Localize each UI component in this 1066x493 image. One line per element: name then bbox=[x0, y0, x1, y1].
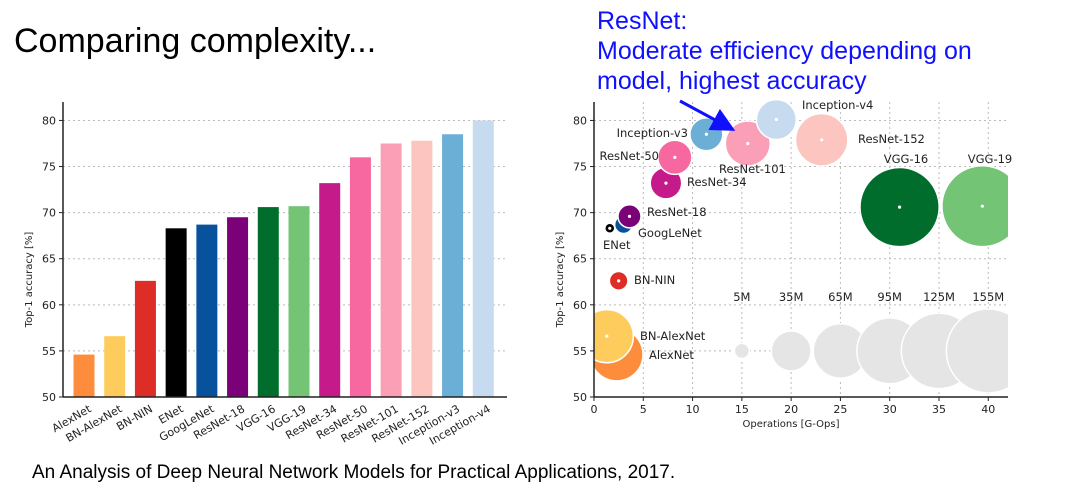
x-tick-label: 35 bbox=[932, 403, 946, 416]
y-tick-label: 70 bbox=[573, 207, 587, 220]
bubble-label: BN-AlexNet bbox=[640, 329, 706, 343]
x-tick-label: 25 bbox=[833, 403, 847, 416]
x-tick-label: 15 bbox=[735, 403, 749, 416]
bubble-center bbox=[617, 279, 621, 283]
bar bbox=[349, 157, 371, 397]
size-legend-label: 65M bbox=[828, 290, 853, 304]
y-tick-label: 50 bbox=[573, 391, 587, 404]
bubble-label: Inception-v4 bbox=[802, 98, 873, 112]
x-tick-label: 30 bbox=[883, 403, 897, 416]
bar bbox=[227, 217, 249, 397]
bubble-label: ResNet-101 bbox=[719, 162, 786, 176]
bubble-label: ResNet-34 bbox=[687, 175, 747, 189]
bubble-center bbox=[605, 334, 609, 338]
bar bbox=[472, 120, 494, 397]
annotation-line: Moderate efficiency depending on bbox=[597, 37, 972, 65]
resnet-annotation: ResNet: Moderate efficiency depending on… bbox=[597, 6, 972, 96]
annotation-arrow bbox=[679, 99, 736, 131]
bar bbox=[134, 280, 156, 397]
bar bbox=[104, 336, 126, 397]
size-legend-label: 35M bbox=[779, 290, 804, 304]
size-legend-bubble bbox=[733, 342, 751, 360]
size-legend-label: 125M bbox=[923, 290, 955, 304]
bar bbox=[442, 134, 464, 397]
bar bbox=[196, 224, 218, 397]
bubble-center bbox=[774, 117, 778, 122]
bubble-label: VGG-16 bbox=[884, 152, 928, 166]
x-tick-label: 5 bbox=[640, 403, 647, 416]
x-tick-label: 20 bbox=[784, 403, 798, 416]
bubble-label: ResNet-50 bbox=[599, 149, 659, 163]
y-tick-label: 60 bbox=[573, 299, 587, 312]
bubbles bbox=[594, 98, 1008, 394]
x-tick-label: 10 bbox=[686, 403, 700, 416]
size-legend-label: 5M bbox=[733, 290, 750, 304]
size-legend-label: 155M bbox=[972, 290, 1004, 304]
bubble-label: VGG-19 bbox=[968, 152, 1012, 166]
bar bbox=[380, 143, 402, 397]
bubble-center bbox=[673, 155, 677, 159]
bubble-label: ENet bbox=[603, 238, 631, 252]
bubble-center bbox=[664, 181, 668, 185]
y-tick-label: 70 bbox=[42, 207, 56, 220]
bubble-center bbox=[746, 141, 750, 146]
bar bbox=[165, 228, 187, 397]
y-axis-label: Top-1 accuracy [%] bbox=[24, 232, 35, 329]
y-tick-label: 75 bbox=[42, 161, 56, 174]
bubble-label: BN-NIN bbox=[634, 273, 675, 287]
bubble-chart: 50 55 60 65 70 75 80 0 5 10 15 20 25 30 35 40 5M 35M 65M 95… bbox=[555, 98, 1012, 430]
x-tick-label: 0 bbox=[591, 403, 598, 416]
annotation-line: model, highest accuracy bbox=[597, 67, 867, 95]
bubble-label: GoogLeNet bbox=[638, 226, 702, 240]
y-tick-label: 50 bbox=[42, 391, 56, 404]
x-tick-label: 40 bbox=[981, 403, 995, 416]
bar bbox=[257, 207, 279, 397]
y-tick-label: 65 bbox=[573, 253, 587, 266]
bubble-center bbox=[627, 214, 632, 218]
bubble-center bbox=[704, 132, 708, 136]
bar bbox=[73, 354, 95, 397]
bar bbox=[411, 140, 433, 397]
slide-title: Comparing complexity... bbox=[14, 22, 377, 60]
bubble-label: AlexNet bbox=[649, 348, 694, 362]
bubble-label: Inception-v3 bbox=[617, 126, 688, 140]
size-legend-bubble bbox=[770, 330, 812, 372]
y-tick-label: 80 bbox=[42, 114, 56, 127]
bubble-label: ResNet-152 bbox=[858, 132, 925, 146]
y-tick-label: 65 bbox=[42, 253, 56, 266]
bubble-label: ResNet-18 bbox=[647, 205, 707, 219]
x-axis-label: Operations [G-Ops] bbox=[742, 419, 839, 430]
bar bbox=[288, 206, 310, 397]
size-legend-label: 95M bbox=[877, 290, 902, 304]
bubble-center bbox=[608, 226, 612, 230]
bar bbox=[319, 183, 341, 397]
bubble bbox=[941, 164, 1008, 248]
y-tick-label: 75 bbox=[573, 161, 587, 174]
size-legend-bubble bbox=[945, 308, 1008, 394]
citation: An Analysis of Deep Neural Network Model… bbox=[32, 462, 676, 483]
y-axis-label: Top-1 accuracy [%] bbox=[555, 232, 566, 329]
annotation-line: ResNet: bbox=[597, 7, 688, 35]
bubble-center bbox=[980, 204, 984, 208]
y-tick-label: 60 bbox=[42, 299, 56, 312]
y-tick-label: 55 bbox=[573, 345, 587, 358]
y-tick-label: 80 bbox=[573, 114, 587, 127]
bubble-center bbox=[820, 138, 824, 142]
bubble-center bbox=[897, 205, 902, 209]
y-tick-label: 55 bbox=[42, 345, 56, 358]
bubble bbox=[594, 308, 635, 364]
